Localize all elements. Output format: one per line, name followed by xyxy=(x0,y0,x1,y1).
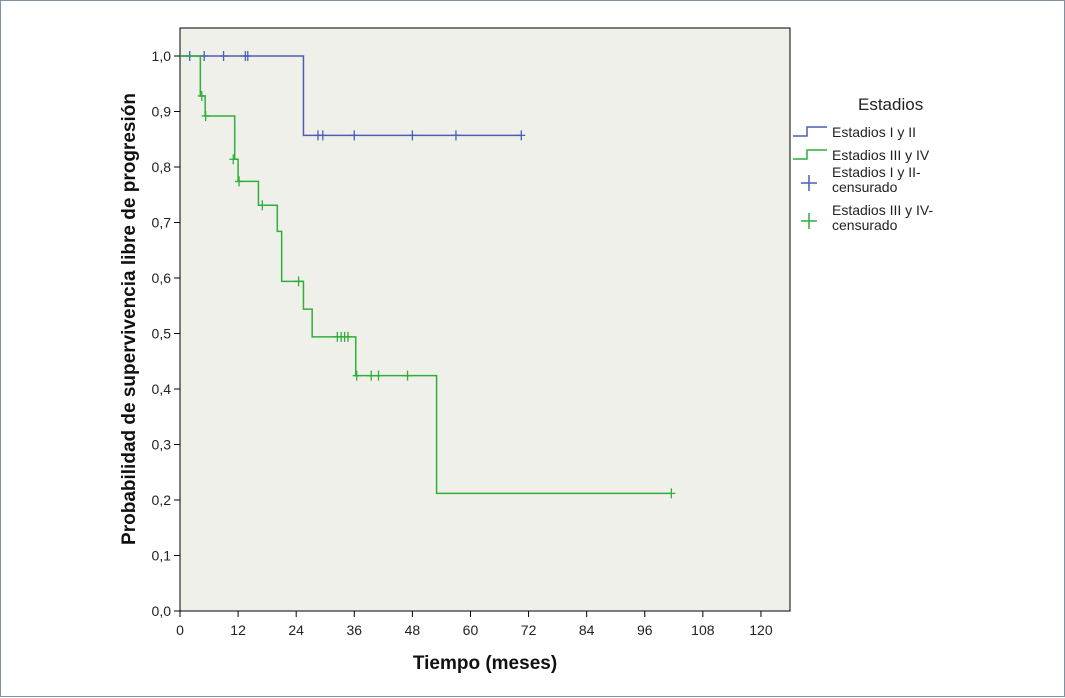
censor-mark xyxy=(294,276,303,287)
censor-mark xyxy=(350,130,359,141)
y-tick-label: 0,3 xyxy=(152,437,172,453)
x-tick-label: 108 xyxy=(691,622,715,638)
censor-mark xyxy=(408,130,417,141)
x-tick-label: 48 xyxy=(405,622,421,638)
legend-cross-symbol xyxy=(801,175,817,191)
y-tick-label: 0,6 xyxy=(152,270,172,286)
x-tick-label: 120 xyxy=(749,622,773,638)
censor-mark xyxy=(197,90,206,101)
legend-title: Estadios xyxy=(858,95,923,114)
series-layer xyxy=(180,51,676,499)
x-tick-label: 96 xyxy=(637,622,653,638)
censor-mark xyxy=(200,51,209,61)
x-axis: 0 12 24 36 48 60 72 84 96 108 120 xyxy=(176,611,773,638)
censor-mark xyxy=(201,110,210,121)
legend: Estadios Estadios I y II Estadios III y I… xyxy=(793,95,933,233)
x-axis-title: Tiempo (meses) xyxy=(413,653,557,674)
censor-mark xyxy=(235,176,244,187)
x-tick-label: 60 xyxy=(463,622,479,638)
y-tick-label: 0,7 xyxy=(152,215,172,231)
censor-mark xyxy=(352,370,361,381)
legend-line-symbol xyxy=(793,149,827,160)
censor-mark xyxy=(374,370,383,381)
censor-mark xyxy=(667,488,676,499)
censor-mark xyxy=(258,200,267,211)
censor-mark xyxy=(219,51,228,61)
y-tick-label: 0,5 xyxy=(152,326,172,342)
censor-mark xyxy=(367,370,376,381)
censor-mark xyxy=(517,130,526,141)
y-tick-label: 0,8 xyxy=(152,159,172,175)
censor-mark xyxy=(229,154,238,165)
legend-line-symbol xyxy=(793,126,827,137)
x-tick-label: 24 xyxy=(288,622,304,638)
legend-label: Estadios III y IV xyxy=(832,147,930,163)
legend-label: Estadios I y II- xyxy=(832,164,921,180)
legend-label: Estadios I y II xyxy=(832,124,916,140)
x-tick-label: 36 xyxy=(346,622,362,638)
censor-mark xyxy=(403,370,412,381)
y-axis: 0,0 0,1 0,2 0,3 0,4 0,5 0,6 0,7 0,8 0,9 1,0 xyxy=(152,48,180,619)
x-tick-label: 0 xyxy=(176,622,184,638)
y-tick-label: 0,4 xyxy=(152,381,172,397)
x-tick-label: 12 xyxy=(230,622,246,638)
y-tick-label: 1,0 xyxy=(152,48,172,64)
y-tick-label: 0,1 xyxy=(152,548,172,564)
y-axis-title: Probabilidad de supervivencia libre de p… xyxy=(119,93,140,545)
legend-label: censurado xyxy=(832,217,898,233)
censor-mark xyxy=(318,130,327,141)
y-tick-label: 0,2 xyxy=(152,492,172,508)
plot-area xyxy=(179,27,791,612)
y-tick-label: 0,0 xyxy=(152,603,172,619)
censor-mark xyxy=(451,130,460,141)
legend-cross-symbol xyxy=(801,213,817,229)
y-tick-label: 0,9 xyxy=(152,104,172,120)
legend-label: censurado xyxy=(832,179,898,195)
censor-mark xyxy=(343,331,352,342)
x-tick-label: 84 xyxy=(579,622,595,638)
censor-mark xyxy=(243,51,252,61)
legend-label: Estadios III y IV- xyxy=(832,202,933,218)
x-tick-label: 72 xyxy=(521,622,537,638)
